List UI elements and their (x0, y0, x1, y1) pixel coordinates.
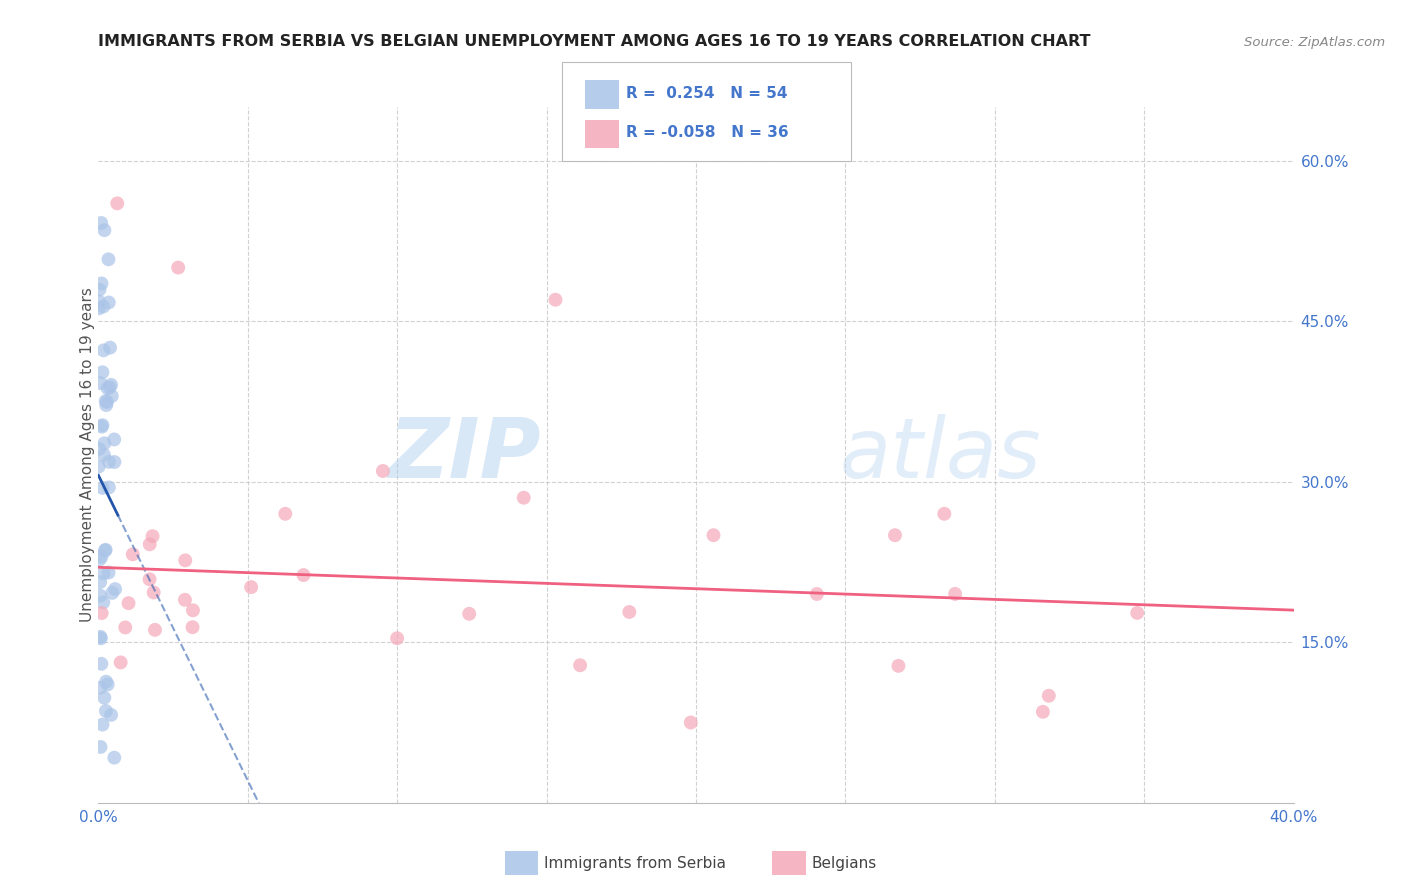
Point (110, 656, 132, 670)
Text: Source: ZipAtlas.com: Source: ZipAtlas.com (1244, 36, 1385, 49)
Point (89, 589, 111, 603)
Point (512, 491, 534, 505)
Point (93, 343, 115, 358)
Point (89, 442, 111, 456)
Point (143, 623, 166, 637)
Text: R = -0.058   N = 36: R = -0.058 N = 36 (626, 126, 789, 140)
Point (100, 377, 122, 392)
Point (94, 394, 117, 409)
Point (90, 277, 112, 291)
Point (90, 657, 112, 671)
Point (87, 294, 110, 309)
Point (371, 464, 394, 478)
Point (90, 419, 112, 434)
Point (96, 381, 118, 395)
Point (679, 715, 702, 730)
Point (934, 507, 956, 521)
Point (1126, 606, 1149, 620)
Point (887, 659, 910, 673)
Point (274, 507, 297, 521)
Point (97, 566, 120, 580)
Point (91, 418, 114, 433)
Point (93, 448, 115, 462)
Point (138, 572, 160, 586)
Point (89, 376, 111, 390)
Point (93, 690, 115, 705)
Point (98, 380, 121, 394)
Point (569, 658, 592, 673)
Point (91, 300, 114, 314)
Text: IMMIGRANTS FROM SERBIA VS BELGIAN UNEMPLOYMENT AMONG AGES 16 TO 19 YEARS CORRELA: IMMIGRANTS FROM SERBIA VS BELGIAN UNEMPL… (98, 34, 1091, 49)
Point (87, 301, 110, 316)
Point (87, 459, 110, 474)
Point (89, 283, 111, 297)
Point (103, 750, 125, 764)
Point (97, 480, 120, 494)
Point (142, 585, 165, 599)
Point (90, 216, 112, 230)
Point (93, 566, 115, 581)
Point (100, 707, 122, 722)
Point (884, 528, 907, 542)
Point (1032, 705, 1054, 719)
Point (117, 596, 139, 610)
Point (94, 704, 117, 718)
Point (89, 552, 111, 566)
Point (97, 295, 120, 310)
Point (104, 582, 127, 596)
Point (103, 433, 125, 447)
Point (458, 607, 481, 621)
Point (181, 603, 204, 617)
Point (702, 528, 724, 542)
Point (90, 549, 112, 564)
Point (94, 543, 117, 558)
Point (96, 398, 118, 412)
Point (91, 595, 114, 609)
Text: ZIP: ZIP (388, 415, 541, 495)
Point (101, 389, 124, 403)
Point (240, 580, 263, 594)
Point (806, 587, 828, 601)
Point (103, 455, 125, 469)
Point (91, 481, 114, 495)
Point (91, 717, 114, 731)
Point (181, 620, 204, 634)
Point (943, 587, 966, 601)
Point (142, 529, 165, 543)
Point (98, 341, 121, 355)
Point (292, 568, 315, 582)
Text: Belgians: Belgians (811, 856, 876, 871)
Point (90, 606, 112, 620)
Point (94, 674, 117, 689)
Point (174, 592, 197, 607)
Point (121, 547, 143, 561)
Text: atlas: atlas (839, 415, 1040, 495)
Point (138, 537, 160, 551)
Point (90, 632, 112, 646)
Text: Immigrants from Serbia: Immigrants from Serbia (544, 856, 725, 871)
Point (544, 293, 567, 307)
Point (89, 575, 111, 590)
Point (385, 632, 408, 646)
Point (96, 395, 118, 409)
Point (174, 553, 197, 567)
Point (619, 605, 641, 619)
Point (114, 620, 136, 634)
Point (105, 196, 128, 211)
Point (90, 739, 112, 754)
Point (89, 681, 111, 695)
Point (97, 455, 120, 469)
Text: R =  0.254   N = 54: R = 0.254 N = 54 (626, 87, 787, 101)
Point (1038, 689, 1060, 703)
Point (97, 677, 120, 691)
Point (89, 630, 111, 644)
Point (94, 542, 117, 557)
Point (93, 223, 115, 237)
Point (101, 586, 124, 600)
Point (91, 365, 114, 379)
Point (167, 260, 190, 275)
Y-axis label: Unemployment Among Ages 16 to 19 years: Unemployment Among Ages 16 to 19 years (80, 287, 94, 623)
Point (93, 436, 115, 450)
Point (97, 252, 120, 267)
